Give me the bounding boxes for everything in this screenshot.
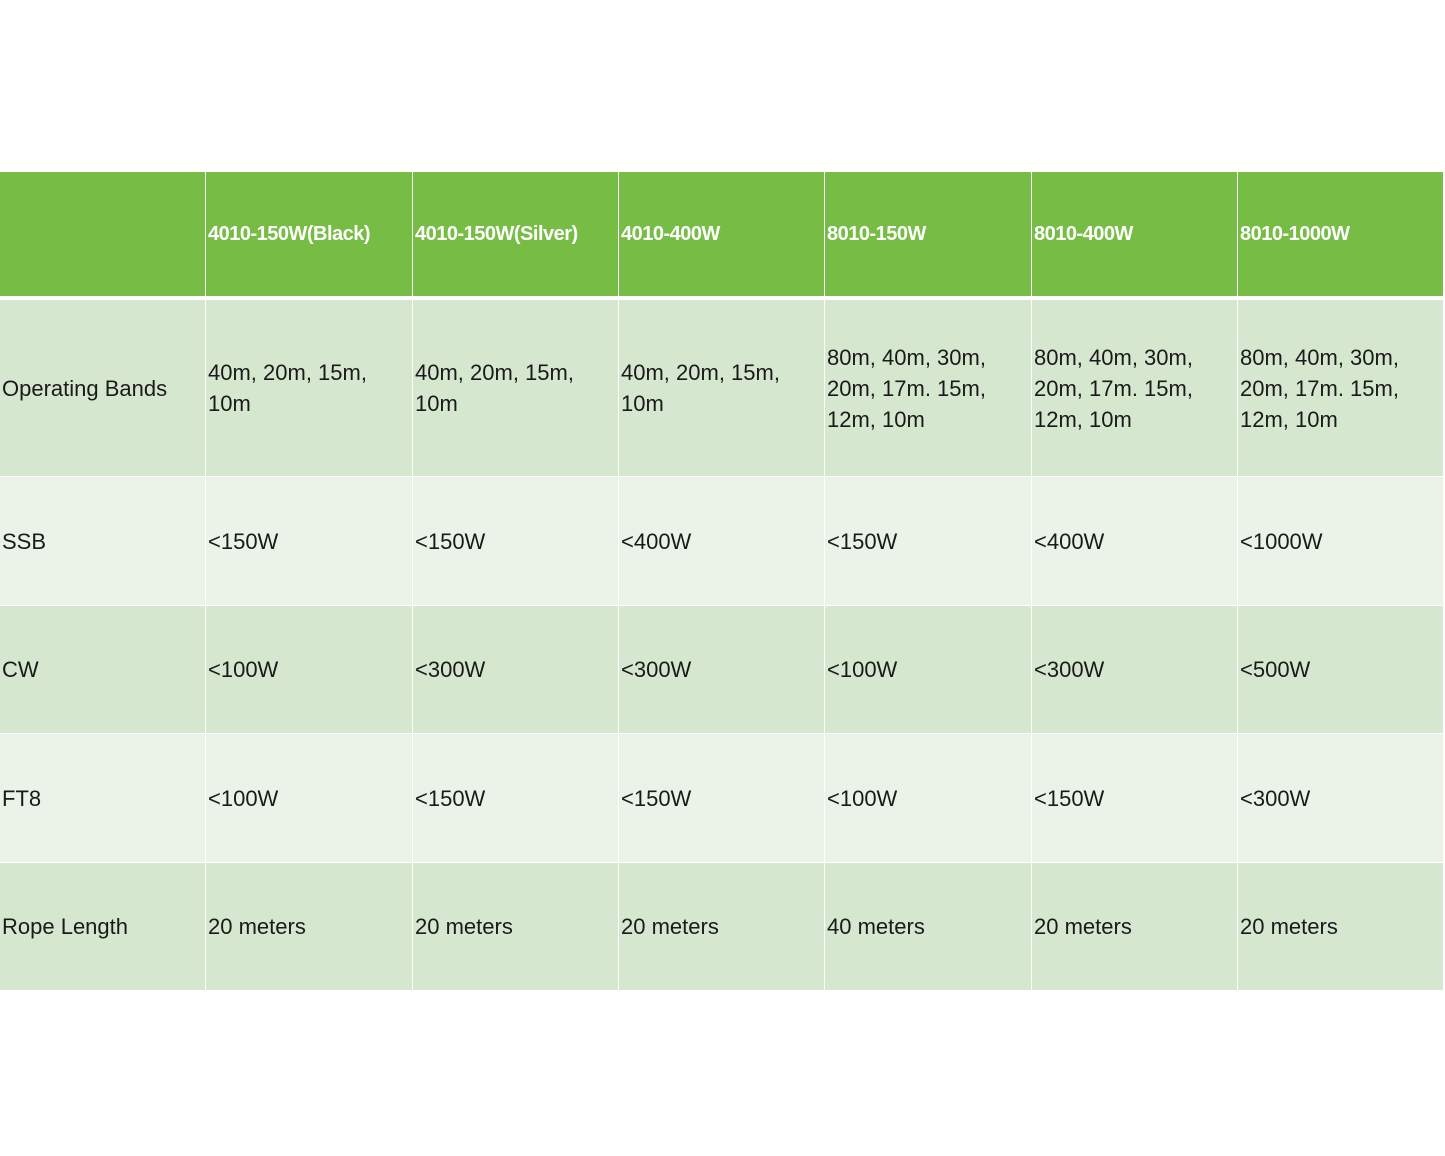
table-cell: <500W bbox=[1238, 606, 1444, 734]
table-cell: <150W bbox=[413, 734, 619, 863]
row-label: Rope Length bbox=[0, 863, 206, 991]
table-cell: 80m, 40m, 30m, 20m, 17m. 15m, 12m, 10m bbox=[825, 300, 1032, 477]
table-cell: <300W bbox=[413, 606, 619, 734]
table-cell: 20 meters bbox=[206, 863, 413, 991]
table-cell: <300W bbox=[619, 606, 825, 734]
row-label: SSB bbox=[0, 477, 206, 606]
table-cell: <150W bbox=[619, 734, 825, 863]
table-cell: 80m, 40m, 30m, 20m, 17m. 15m, 12m, 10m bbox=[1238, 300, 1444, 477]
column-header: 4010-150W(Black) bbox=[206, 172, 413, 297]
table-cell: 40m, 20m, 15m, 10m bbox=[413, 300, 619, 477]
table-cell: <100W bbox=[825, 734, 1032, 863]
table-cell: <100W bbox=[206, 734, 413, 863]
table-cell: <100W bbox=[825, 606, 1032, 734]
table-cell: 40m, 20m, 15m, 10m bbox=[619, 300, 825, 477]
table-cell: <300W bbox=[1032, 606, 1238, 734]
table-cell: <1000W bbox=[1238, 477, 1444, 606]
column-header: 8010-1000W bbox=[1238, 172, 1444, 297]
column-header: 8010-150W bbox=[825, 172, 1032, 297]
row-label: CW bbox=[0, 606, 206, 734]
table-cell: 20 meters bbox=[1238, 863, 1444, 991]
table-cell: <150W bbox=[413, 477, 619, 606]
table-cell: 40 meters bbox=[825, 863, 1032, 991]
table-cell: <300W bbox=[1238, 734, 1444, 863]
column-header: 4010-150W(Silver) bbox=[413, 172, 619, 297]
table-cell: 40m, 20m, 15m, 10m bbox=[206, 300, 413, 477]
table-cell: <400W bbox=[1032, 477, 1238, 606]
row-label: Operating Bands bbox=[0, 300, 206, 477]
table-cell: 20 meters bbox=[413, 863, 619, 991]
table-cell: <400W bbox=[619, 477, 825, 606]
table-cell: <150W bbox=[825, 477, 1032, 606]
table-cell: <150W bbox=[206, 477, 413, 606]
table-cell: 20 meters bbox=[1032, 863, 1238, 991]
header-corner bbox=[0, 172, 206, 297]
column-header: 4010-400W bbox=[619, 172, 825, 297]
table-cell: 80m, 40m, 30m, 20m, 17m. 15m, 12m, 10m bbox=[1032, 300, 1238, 477]
table-cell: 20 meters bbox=[619, 863, 825, 991]
table-cell: <100W bbox=[206, 606, 413, 734]
row-label: FT8 bbox=[0, 734, 206, 863]
table-cell: <150W bbox=[1032, 734, 1238, 863]
column-header: 8010-400W bbox=[1032, 172, 1238, 297]
